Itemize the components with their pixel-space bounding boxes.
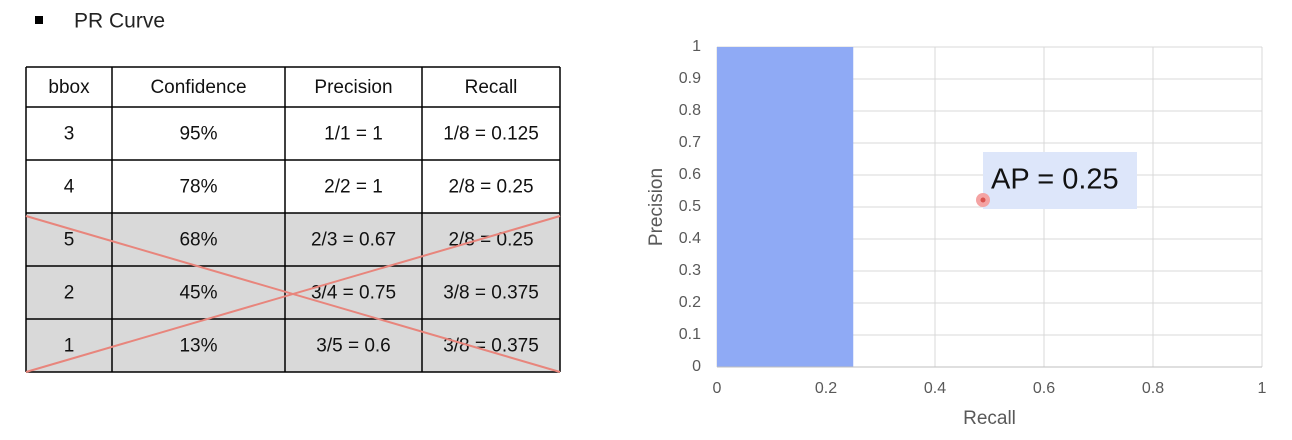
- table-cell: 1: [64, 336, 75, 357]
- table-cell: 2: [64, 283, 75, 304]
- bullet-text: PR Curve: [74, 10, 165, 33]
- table-cell: 3/5 = 0.6: [316, 336, 390, 357]
- table-cell: 1/1 = 1: [324, 124, 383, 145]
- table-cell: 3/4 = 0.75: [311, 283, 396, 304]
- table-cell: 95%: [179, 124, 217, 145]
- table-cell: 68%: [179, 230, 217, 251]
- table-cell: bbox: [48, 77, 90, 98]
- row-shade: [26, 213, 560, 266]
- table-cell: 3: [64, 124, 75, 145]
- y-tick-label: 0.6: [679, 166, 701, 183]
- table-cell: 78%: [179, 177, 217, 198]
- x-tick-label: 0.2: [815, 380, 837, 397]
- x-tick-label: 0.6: [1033, 380, 1055, 397]
- y-tick-label: 0.1: [679, 326, 701, 343]
- x-tick-label: 1: [1258, 380, 1267, 397]
- table-cell: Precision: [314, 77, 392, 98]
- x-tick-label: 0: [713, 380, 722, 397]
- table-cell: 4: [64, 177, 75, 198]
- y-tick-label: 0: [692, 358, 701, 375]
- table-cell: 3/8 = 0.375: [443, 336, 539, 357]
- x-tick-label: 0.4: [924, 380, 946, 397]
- table-cell: 2/2 = 1: [324, 177, 383, 198]
- table-cell: 2/8 = 0.25: [448, 230, 533, 251]
- y-tick-label: 0.5: [679, 198, 701, 215]
- table-cell: Confidence: [150, 77, 246, 98]
- table-cell: 2/3 = 0.67: [311, 230, 396, 251]
- y-tick-label: 0.2: [679, 294, 701, 311]
- table-cell: Recall: [465, 77, 518, 98]
- y-tick-label: 0.4: [679, 230, 701, 247]
- strike-line: [25, 215, 561, 373]
- table-cell: 2/8 = 0.25: [448, 177, 533, 198]
- table-cell: 3/8 = 0.375: [443, 283, 539, 304]
- table-cell: 5: [64, 230, 75, 251]
- table-cell: 1/8 = 0.125: [443, 124, 539, 145]
- bullet-marker: [35, 16, 43, 24]
- y-tick-label: 0.3: [679, 262, 701, 279]
- y-tick-label: 0.9: [679, 70, 701, 87]
- x-tick-label: 0.8: [1142, 380, 1164, 397]
- chart: 0 0.1 0.2 0.3 0.4 0.5 0.6 0.7 0.8 0.9 1 0 0.2 0.4 0.6 0…: [646, 38, 1267, 429]
- table-cell: 13%: [179, 336, 217, 357]
- cursor-dot: [980, 197, 986, 203]
- table-cell: 45%: [179, 283, 217, 304]
- y-tick-label: 0.8: [679, 102, 701, 119]
- row-shade: [26, 266, 560, 319]
- annotation-box: [983, 152, 1137, 209]
- table: bbox Confidence Precision Recall 3 95% 1/1 = 1…: [25, 66, 561, 373]
- annotation: AP = 0.25: [991, 164, 1119, 196]
- y-tick-label: 1: [692, 38, 701, 55]
- y-axis-label: Precision: [646, 168, 667, 246]
- area: [717, 47, 854, 367]
- x-axis-label: Recall: [963, 408, 1016, 429]
- y-tick-label: 0.7: [679, 134, 701, 151]
